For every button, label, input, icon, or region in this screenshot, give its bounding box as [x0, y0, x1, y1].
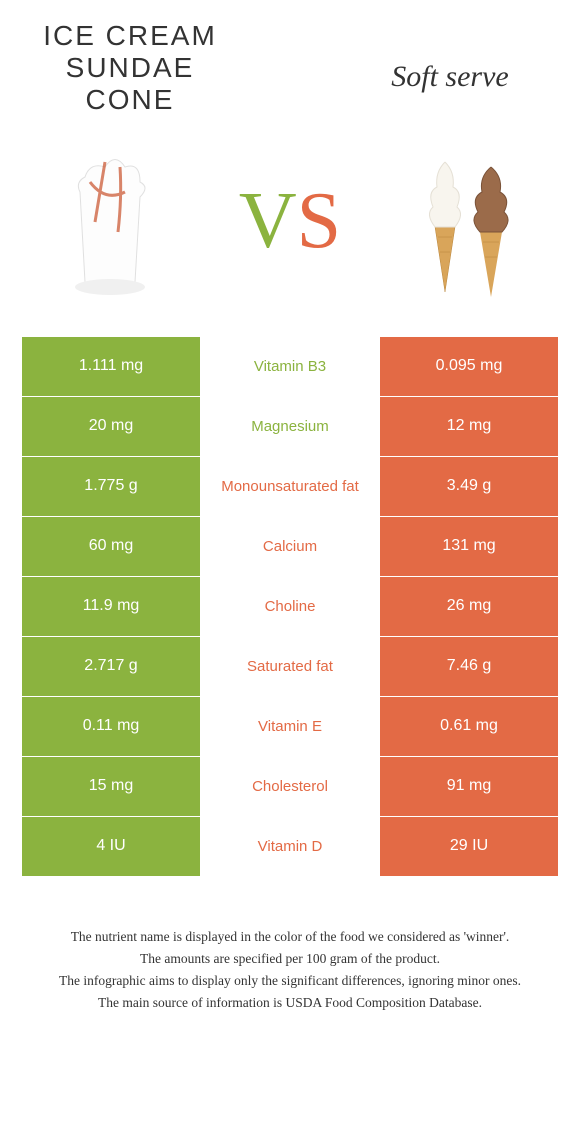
value-right: 26 mg [380, 577, 558, 636]
table-row: 4 IUVitamin D29 IU [22, 817, 558, 877]
table-row: 11.9 mgCholine26 mg [22, 577, 558, 637]
nutrient-table: 1.111 mgVitamin B30.095 mg20 mgMagnesium… [22, 337, 558, 877]
table-row: 60 mgCalcium131 mg [22, 517, 558, 577]
vs-s: S [297, 176, 342, 267]
nutrient-name: Vitamin E [200, 697, 380, 756]
nutrient-name: Vitamin B3 [200, 337, 380, 396]
value-right: 91 mg [380, 757, 558, 816]
header: ICE CREAMSUNDAECONE Soft serve [0, 0, 580, 117]
title-left: ICE CREAMSUNDAECONE [30, 20, 230, 117]
table-row: 1.775 gMonounsaturated fat3.49 g [22, 457, 558, 517]
nutrient-name: Vitamin D [200, 817, 380, 876]
table-row: 1.111 mgVitamin B30.095 mg [22, 337, 558, 397]
footer-line-3: The infographic aims to display only the… [30, 971, 550, 991]
footer-line-2: The amounts are specified per 100 gram o… [30, 949, 550, 969]
table-row: 0.11 mgVitamin E0.61 mg [22, 697, 558, 757]
value-left: 11.9 mg [22, 577, 200, 636]
nutrient-name: Calcium [200, 517, 380, 576]
footer-line-1: The nutrient name is displayed in the co… [30, 927, 550, 947]
value-left: 15 mg [22, 757, 200, 816]
value-right: 0.095 mg [380, 337, 558, 396]
table-row: 2.717 gSaturated fat7.46 g [22, 637, 558, 697]
value-right: 12 mg [380, 397, 558, 456]
nutrient-name: Choline [200, 577, 380, 636]
sundae-image [40, 137, 180, 307]
footer-notes: The nutrient name is displayed in the co… [0, 877, 580, 1014]
vs-v: V [239, 176, 297, 267]
value-left: 20 mg [22, 397, 200, 456]
nutrient-name: Cholesterol [200, 757, 380, 816]
nutrient-name: Saturated fat [200, 637, 380, 696]
value-left: 1.111 mg [22, 337, 200, 396]
title-right: Soft serve [350, 60, 550, 94]
value-left: 4 IU [22, 817, 200, 876]
value-left: 0.11 mg [22, 697, 200, 756]
value-right: 29 IU [380, 817, 558, 876]
nutrient-name: Magnesium [200, 397, 380, 456]
value-right: 0.61 mg [380, 697, 558, 756]
footer-line-4: The main source of information is USDA F… [30, 993, 550, 1013]
vs-label: VS [239, 176, 341, 267]
nutrient-name: Monounsaturated fat [200, 457, 380, 516]
value-left: 2.717 g [22, 637, 200, 696]
images-row: VS [0, 117, 580, 337]
value-left: 60 mg [22, 517, 200, 576]
value-right: 131 mg [380, 517, 558, 576]
table-row: 20 mgMagnesium12 mg [22, 397, 558, 457]
value-left: 1.775 g [22, 457, 200, 516]
table-row: 15 mgCholesterol91 mg [22, 757, 558, 817]
value-right: 3.49 g [380, 457, 558, 516]
softserve-image [400, 137, 540, 307]
value-right: 7.46 g [380, 637, 558, 696]
